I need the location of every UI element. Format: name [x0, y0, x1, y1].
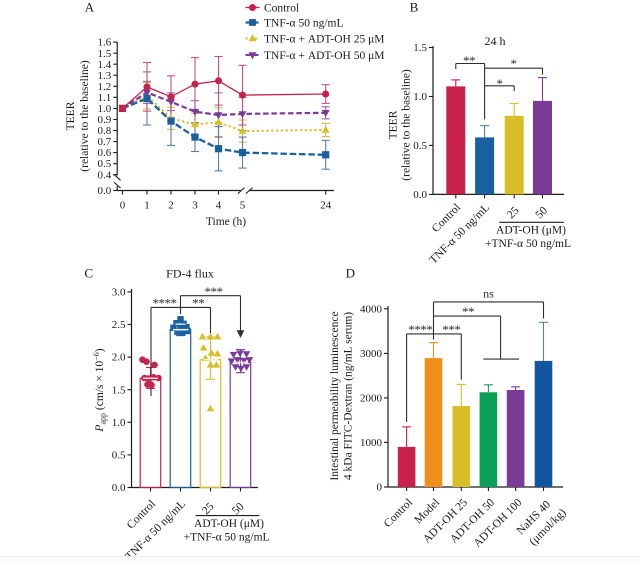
svg-text:ADT-OH (μM): ADT-OH (μM)	[194, 518, 264, 530]
svg-text:FD-4 flux: FD-4 flux	[166, 267, 214, 281]
svg-text:Control: Control	[264, 3, 299, 15]
svg-text:Papp (cm/s × 10−6): Papp (cm/s × 10−6)	[92, 348, 108, 432]
svg-text:0.0: 0.0	[97, 185, 111, 197]
svg-text:***: ***	[442, 322, 460, 337]
svg-text:0.5: 0.5	[112, 450, 126, 462]
svg-text:Intestinal permeability lumine: Intestinal permeability luminescence	[329, 311, 341, 480]
svg-text:+TNF-α 50 ng/mL: +TNF-α 50 ng/mL	[184, 532, 270, 544]
svg-text:A: A	[85, 0, 95, 15]
svg-text:D: D	[346, 266, 355, 281]
svg-text:*: *	[497, 76, 503, 91]
svg-text:1.5: 1.5	[413, 42, 427, 54]
svg-text:3: 3	[192, 200, 198, 212]
svg-text:4: 4	[216, 200, 222, 212]
svg-text:ns: ns	[483, 287, 494, 301]
svg-text:1.3: 1.3	[97, 70, 111, 82]
svg-text:(relative to the baseline): (relative to the baseline)	[79, 60, 91, 172]
svg-text:0.9: 0.9	[97, 114, 111, 126]
svg-text:1.0: 1.0	[97, 103, 111, 115]
svg-text:****: ****	[408, 322, 432, 337]
svg-text:0.0: 0.0	[112, 482, 126, 494]
svg-text:2.0: 2.0	[112, 352, 126, 364]
svg-text:****: ****	[153, 296, 177, 311]
svg-text:4000: 4000	[360, 303, 383, 315]
svg-text:0.7: 0.7	[97, 136, 111, 148]
svg-text:0: 0	[377, 482, 383, 494]
svg-text:0.5: 0.5	[413, 140, 427, 152]
svg-text:B: B	[410, 0, 419, 15]
svg-text:3000: 3000	[360, 348, 383, 360]
svg-text:5: 5	[240, 200, 246, 212]
svg-text:TEER: TEER	[388, 110, 400, 139]
svg-text:0: 0	[120, 200, 126, 212]
svg-text:0.6: 0.6	[97, 147, 111, 159]
svg-text:2000: 2000	[360, 393, 383, 405]
svg-text:0.8: 0.8	[97, 125, 111, 137]
svg-text:*: *	[511, 56, 517, 71]
svg-text:1.6: 1.6	[97, 37, 111, 49]
svg-text:1.1: 1.1	[97, 92, 111, 104]
svg-text:**: **	[463, 53, 475, 68]
svg-text:1.5: 1.5	[97, 48, 111, 60]
svg-text:1.0: 1.0	[413, 91, 427, 103]
svg-text:24 h: 24 h	[485, 34, 506, 48]
svg-text:1000: 1000	[360, 437, 383, 449]
svg-text:0.0: 0.0	[413, 189, 427, 201]
svg-text:1: 1	[144, 200, 150, 212]
svg-text:C: C	[84, 266, 93, 281]
svg-text:TNF-α + ADT-OH 25 μM: TNF-α + ADT-OH 25 μM	[264, 34, 384, 46]
svg-text:TNF-α 50 ng/mL: TNF-α 50 ng/mL	[264, 18, 344, 30]
svg-text:1.2: 1.2	[97, 81, 111, 93]
svg-text:TNF-α + ADT-OH 50 μM: TNF-α + ADT-OH 50 μM	[264, 50, 384, 62]
svg-text:(relative to the baseline): (relative to the baseline)	[401, 69, 413, 181]
svg-text:**: **	[192, 296, 204, 311]
svg-text:***: ***	[205, 284, 223, 299]
svg-text:**: **	[462, 304, 474, 319]
svg-text:4 kDa FITC-Dextran (ng/mL seru: 4 kDa FITC-Dextran (ng/mL serum)	[343, 312, 355, 480]
svg-text:2: 2	[168, 200, 174, 212]
svg-text:1.5: 1.5	[112, 384, 126, 396]
svg-text:+TNF-α 50 ng/mL: +TNF-α 50 ng/mL	[485, 238, 571, 250]
svg-text:Time (h): Time (h)	[206, 216, 246, 228]
svg-text:2.5: 2.5	[112, 319, 126, 331]
svg-text:1.0: 1.0	[112, 417, 126, 429]
svg-text:0.5: 0.5	[97, 158, 111, 170]
svg-text:0.4: 0.4	[97, 169, 111, 181]
svg-text:TEER: TEER	[65, 101, 77, 130]
svg-text:3.0: 3.0	[112, 287, 126, 299]
svg-text:24: 24	[320, 200, 332, 212]
svg-text:ADT-OH (μM): ADT-OH (μM)	[496, 225, 566, 237]
svg-text:1.4: 1.4	[97, 59, 111, 71]
